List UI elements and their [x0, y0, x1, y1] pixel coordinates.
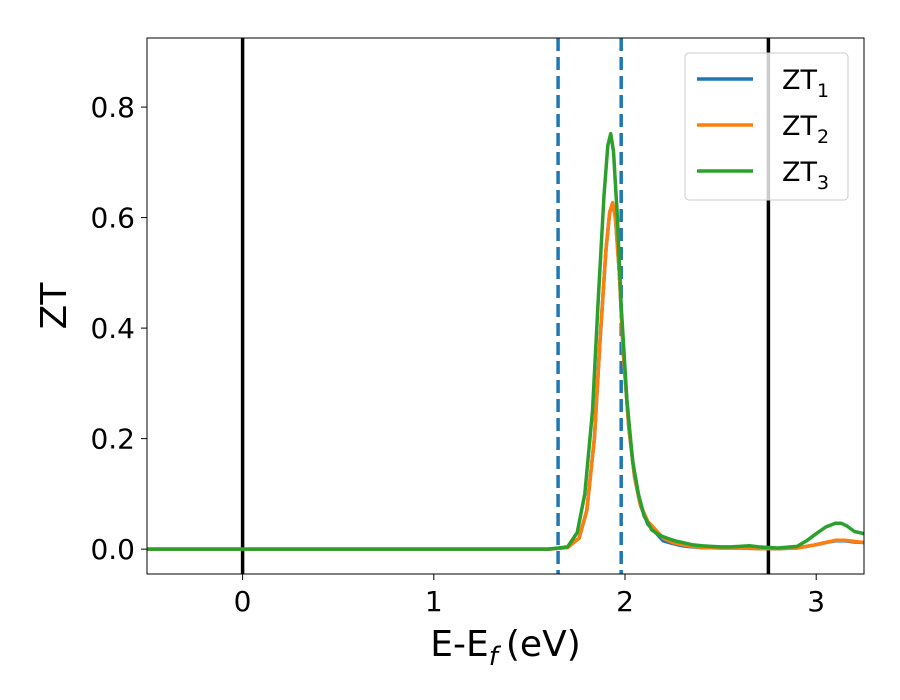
y-tick-label-1: 0.2: [90, 423, 135, 456]
y-tick-label-3: 0.6: [90, 202, 135, 235]
series-line-2: [147, 200, 864, 551]
x-axis-label-main: E-E: [430, 624, 488, 665]
tick-labels: 0 1 2 3 0.0 0.2 0.4 0.6 0.8: [90, 91, 825, 618]
legend-label-main-1: ZT: [782, 65, 817, 96]
x-tick-label-3: 3: [807, 585, 825, 618]
legend-box: [684, 52, 849, 201]
legend-label-main-2: ZT: [782, 111, 817, 142]
axis-ticks: [141, 106, 817, 580]
series-line-1: [147, 202, 864, 551]
legend-label-sub-1: 1: [817, 80, 829, 102]
plot-frame: [146, 37, 865, 575]
x-tick-label-0: 0: [234, 585, 252, 618]
y-axis-label: ZT: [34, 282, 75, 330]
x-axis-label-unit: (eV): [506, 624, 581, 665]
series-lines: [147, 131, 864, 551]
legend-label-3: ZT3: [782, 157, 829, 194]
x-tick-label-2: 2: [616, 585, 634, 618]
x-tick-label-1: 1: [425, 585, 443, 618]
legend-label-2: ZT2: [782, 111, 829, 148]
series-line-3: [147, 131, 864, 551]
legend-label-1: ZT1: [782, 65, 829, 102]
legend-label-sub-3: 3: [817, 172, 829, 194]
y-tick-label-0: 0.0: [90, 533, 135, 566]
x-axis-label-sub: f: [489, 642, 502, 672]
legend-label-main-3: ZT: [782, 157, 817, 188]
y-tick-label-2: 0.4: [90, 312, 135, 345]
y-tick-label-4: 0.8: [90, 91, 135, 124]
legend-label-sub-2: 2: [817, 126, 829, 148]
x-axis-label: E-Ef (eV): [430, 624, 581, 672]
